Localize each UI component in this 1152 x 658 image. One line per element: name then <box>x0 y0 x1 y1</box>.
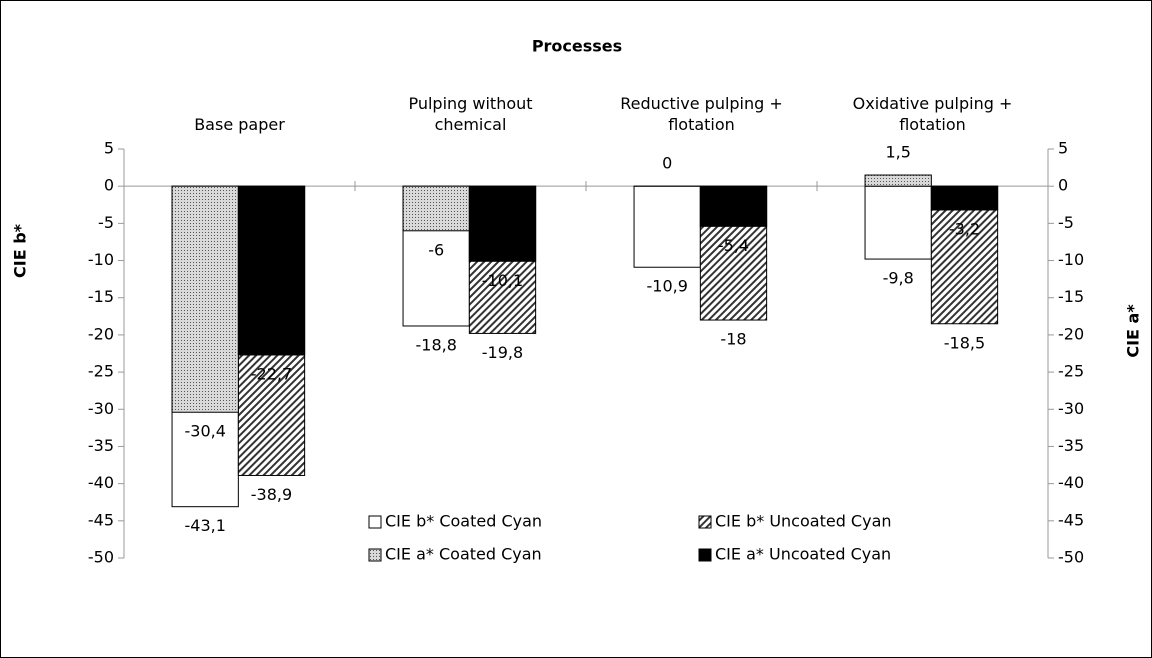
bar <box>468 185 537 262</box>
data-label: -6 <box>428 240 444 259</box>
chart-title: Processes <box>532 37 622 56</box>
bar <box>864 185 932 260</box>
y-tick-label: -15 <box>88 287 114 306</box>
data-label: -9,8 <box>883 269 914 288</box>
y-tick-label: -10 <box>88 250 114 269</box>
data-label: 1,5 <box>885 143 910 162</box>
category-label: Reductive pulping + flotation <box>620 94 783 134</box>
y2-tick-label: -20 <box>1058 324 1084 343</box>
data-label: -18 <box>720 330 746 349</box>
y-tick-label: -5 <box>98 213 114 232</box>
category-label: Oxidative pulping + flotation <box>852 94 1013 134</box>
data-label: -18,8 <box>415 335 456 354</box>
data-label: -43,1 <box>184 516 225 535</box>
bar <box>237 185 306 356</box>
y-tick-label: -40 <box>88 473 114 492</box>
data-label: -10,9 <box>646 277 687 296</box>
legend-label: CIE b* Uncoated Cyan <box>715 512 892 531</box>
y2-axis-label: CIE a* <box>1124 304 1143 358</box>
y-tick-label: 0 <box>104 176 114 195</box>
data-label: -3,2 <box>949 219 980 238</box>
bar <box>633 185 701 268</box>
y-tick-label: -45 <box>88 510 114 529</box>
y2-tick-label: -5 <box>1058 213 1074 232</box>
legend-label: CIE a* Uncoated Cyan <box>715 545 891 564</box>
data-label: 0 <box>662 154 672 173</box>
data-label: -22,7 <box>251 364 292 383</box>
bar <box>402 185 470 232</box>
legend-swatch <box>368 515 382 529</box>
data-label: -10,1 <box>482 271 523 290</box>
y2-tick-label: -25 <box>1058 362 1084 381</box>
category-label: Pulping without chemical <box>408 94 533 134</box>
bar <box>699 185 768 227</box>
y2-tick-label: 0 <box>1058 176 1068 195</box>
y2-tick-label: -30 <box>1058 399 1084 418</box>
y2-tick-label: 5 <box>1058 139 1068 158</box>
y2-tick-label: -40 <box>1058 473 1084 492</box>
data-label: -30,4 <box>184 422 225 441</box>
y-tick-label: -50 <box>88 548 114 567</box>
bar <box>930 185 999 211</box>
y2-tick-label: -35 <box>1058 436 1084 455</box>
y2-tick-label: -10 <box>1058 250 1084 269</box>
category-label: Base paper <box>194 115 285 134</box>
legend-swatch <box>698 515 712 529</box>
y-tick-label: -25 <box>88 362 114 381</box>
y-axis-label: CIE b* <box>11 223 30 278</box>
bar <box>171 185 239 413</box>
data-label: -19,8 <box>482 343 523 362</box>
data-label: -18,5 <box>944 333 985 352</box>
y2-tick-label: -50 <box>1058 548 1084 567</box>
legend-swatch <box>368 548 382 562</box>
legend-label: CIE a* Coated Cyan <box>385 545 542 564</box>
legend-swatch <box>698 548 712 562</box>
y-tick-label: -20 <box>88 324 114 343</box>
y2-tick-label: -15 <box>1058 287 1084 306</box>
bar <box>864 174 932 187</box>
y-tick-label: -35 <box>88 436 114 455</box>
data-label: -38,9 <box>251 485 292 504</box>
legend-label: CIE b* Coated Cyan <box>385 512 542 531</box>
y-tick-label: 5 <box>104 139 114 158</box>
y2-tick-label: -45 <box>1058 510 1084 529</box>
y-tick-label: -30 <box>88 399 114 418</box>
data-label: -5,4 <box>718 236 749 255</box>
